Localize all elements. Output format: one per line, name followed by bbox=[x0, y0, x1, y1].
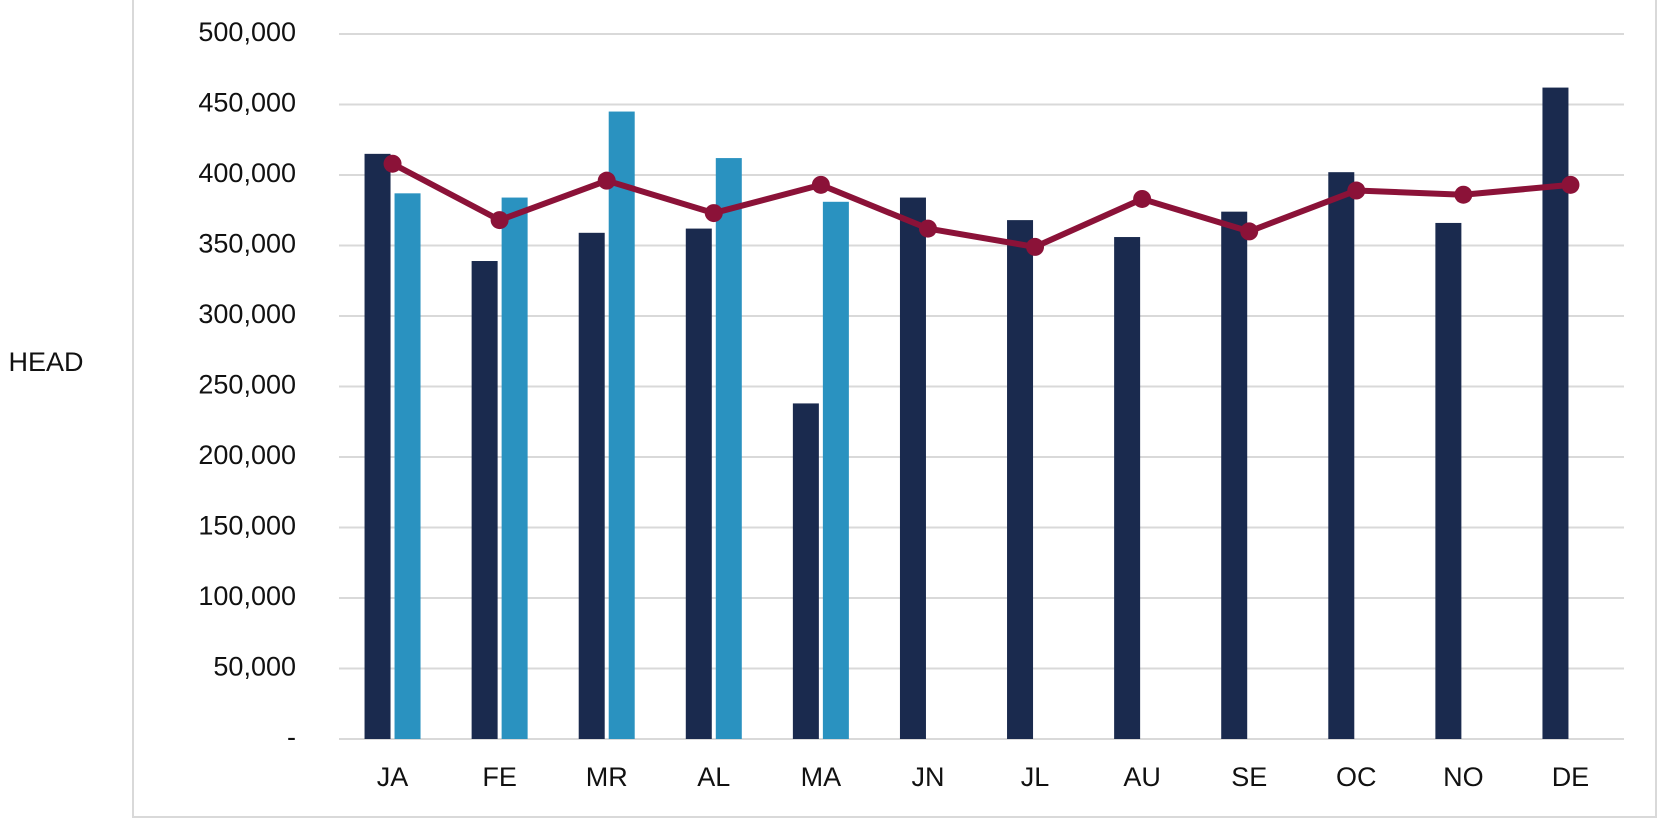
bar bbox=[364, 153, 391, 740]
line-marker bbox=[1347, 181, 1366, 200]
bar bbox=[1007, 220, 1034, 739]
y-tick-label: 200,000 bbox=[198, 440, 296, 470]
y-tick-label: 100,000 bbox=[198, 581, 296, 611]
line-marker bbox=[1240, 222, 1259, 241]
y-tick-label: - bbox=[287, 722, 296, 752]
x-tick-label: DE bbox=[1552, 762, 1590, 792]
bar bbox=[685, 228, 712, 739]
y-tick-label: 250,000 bbox=[198, 370, 296, 400]
y-tick-label: 500,000 bbox=[198, 17, 296, 47]
y-tick-label: 50,000 bbox=[213, 652, 296, 682]
line-marker bbox=[811, 175, 830, 194]
line bbox=[391, 161, 1571, 250]
x-tick-label: SE bbox=[1231, 762, 1267, 792]
line-marker bbox=[1561, 175, 1580, 194]
x-tick-label: NO bbox=[1443, 762, 1484, 792]
line-marker bbox=[704, 204, 723, 223]
bar bbox=[822, 201, 849, 740]
line-marker bbox=[383, 154, 402, 173]
x-tick-label: MA bbox=[801, 762, 842, 792]
x-tick-label: AU bbox=[1123, 762, 1161, 792]
y-tick-label: 300,000 bbox=[198, 299, 296, 329]
y-tick-label: 400,000 bbox=[198, 158, 296, 188]
chart-border bbox=[132, 0, 1657, 818]
y-tick-label: 150,000 bbox=[198, 511, 296, 541]
x-tick-label: AL bbox=[697, 762, 730, 792]
x-tick-label: JN bbox=[911, 762, 944, 792]
line-marker bbox=[1133, 189, 1152, 208]
x-tick-label: OC bbox=[1336, 762, 1377, 792]
line-marker bbox=[1026, 237, 1045, 256]
bar bbox=[1542, 87, 1569, 739]
x-tick-label: FE bbox=[482, 762, 517, 792]
x-tick-label: JL bbox=[1021, 762, 1050, 792]
line-marker bbox=[1454, 185, 1473, 204]
bar bbox=[471, 261, 498, 739]
x-tick-label: JA bbox=[377, 762, 409, 792]
y-tick-label: 350,000 bbox=[198, 229, 296, 259]
bar bbox=[1435, 222, 1462, 739]
line-marker bbox=[490, 211, 509, 230]
bar bbox=[1328, 172, 1355, 739]
bar bbox=[715, 158, 742, 739]
line-marker bbox=[918, 219, 937, 238]
bar bbox=[608, 111, 635, 740]
x-tick-label: MR bbox=[586, 762, 628, 792]
line-marker bbox=[597, 171, 616, 190]
bar bbox=[792, 403, 819, 739]
y-axis-label: HEAD bbox=[8, 347, 83, 377]
y-tick-label: 450,000 bbox=[198, 88, 296, 118]
bar bbox=[899, 197, 926, 739]
bar bbox=[578, 232, 605, 739]
bar bbox=[1114, 237, 1141, 740]
bar bbox=[394, 193, 421, 739]
bar bbox=[501, 197, 528, 739]
bar bbox=[1221, 211, 1248, 739]
